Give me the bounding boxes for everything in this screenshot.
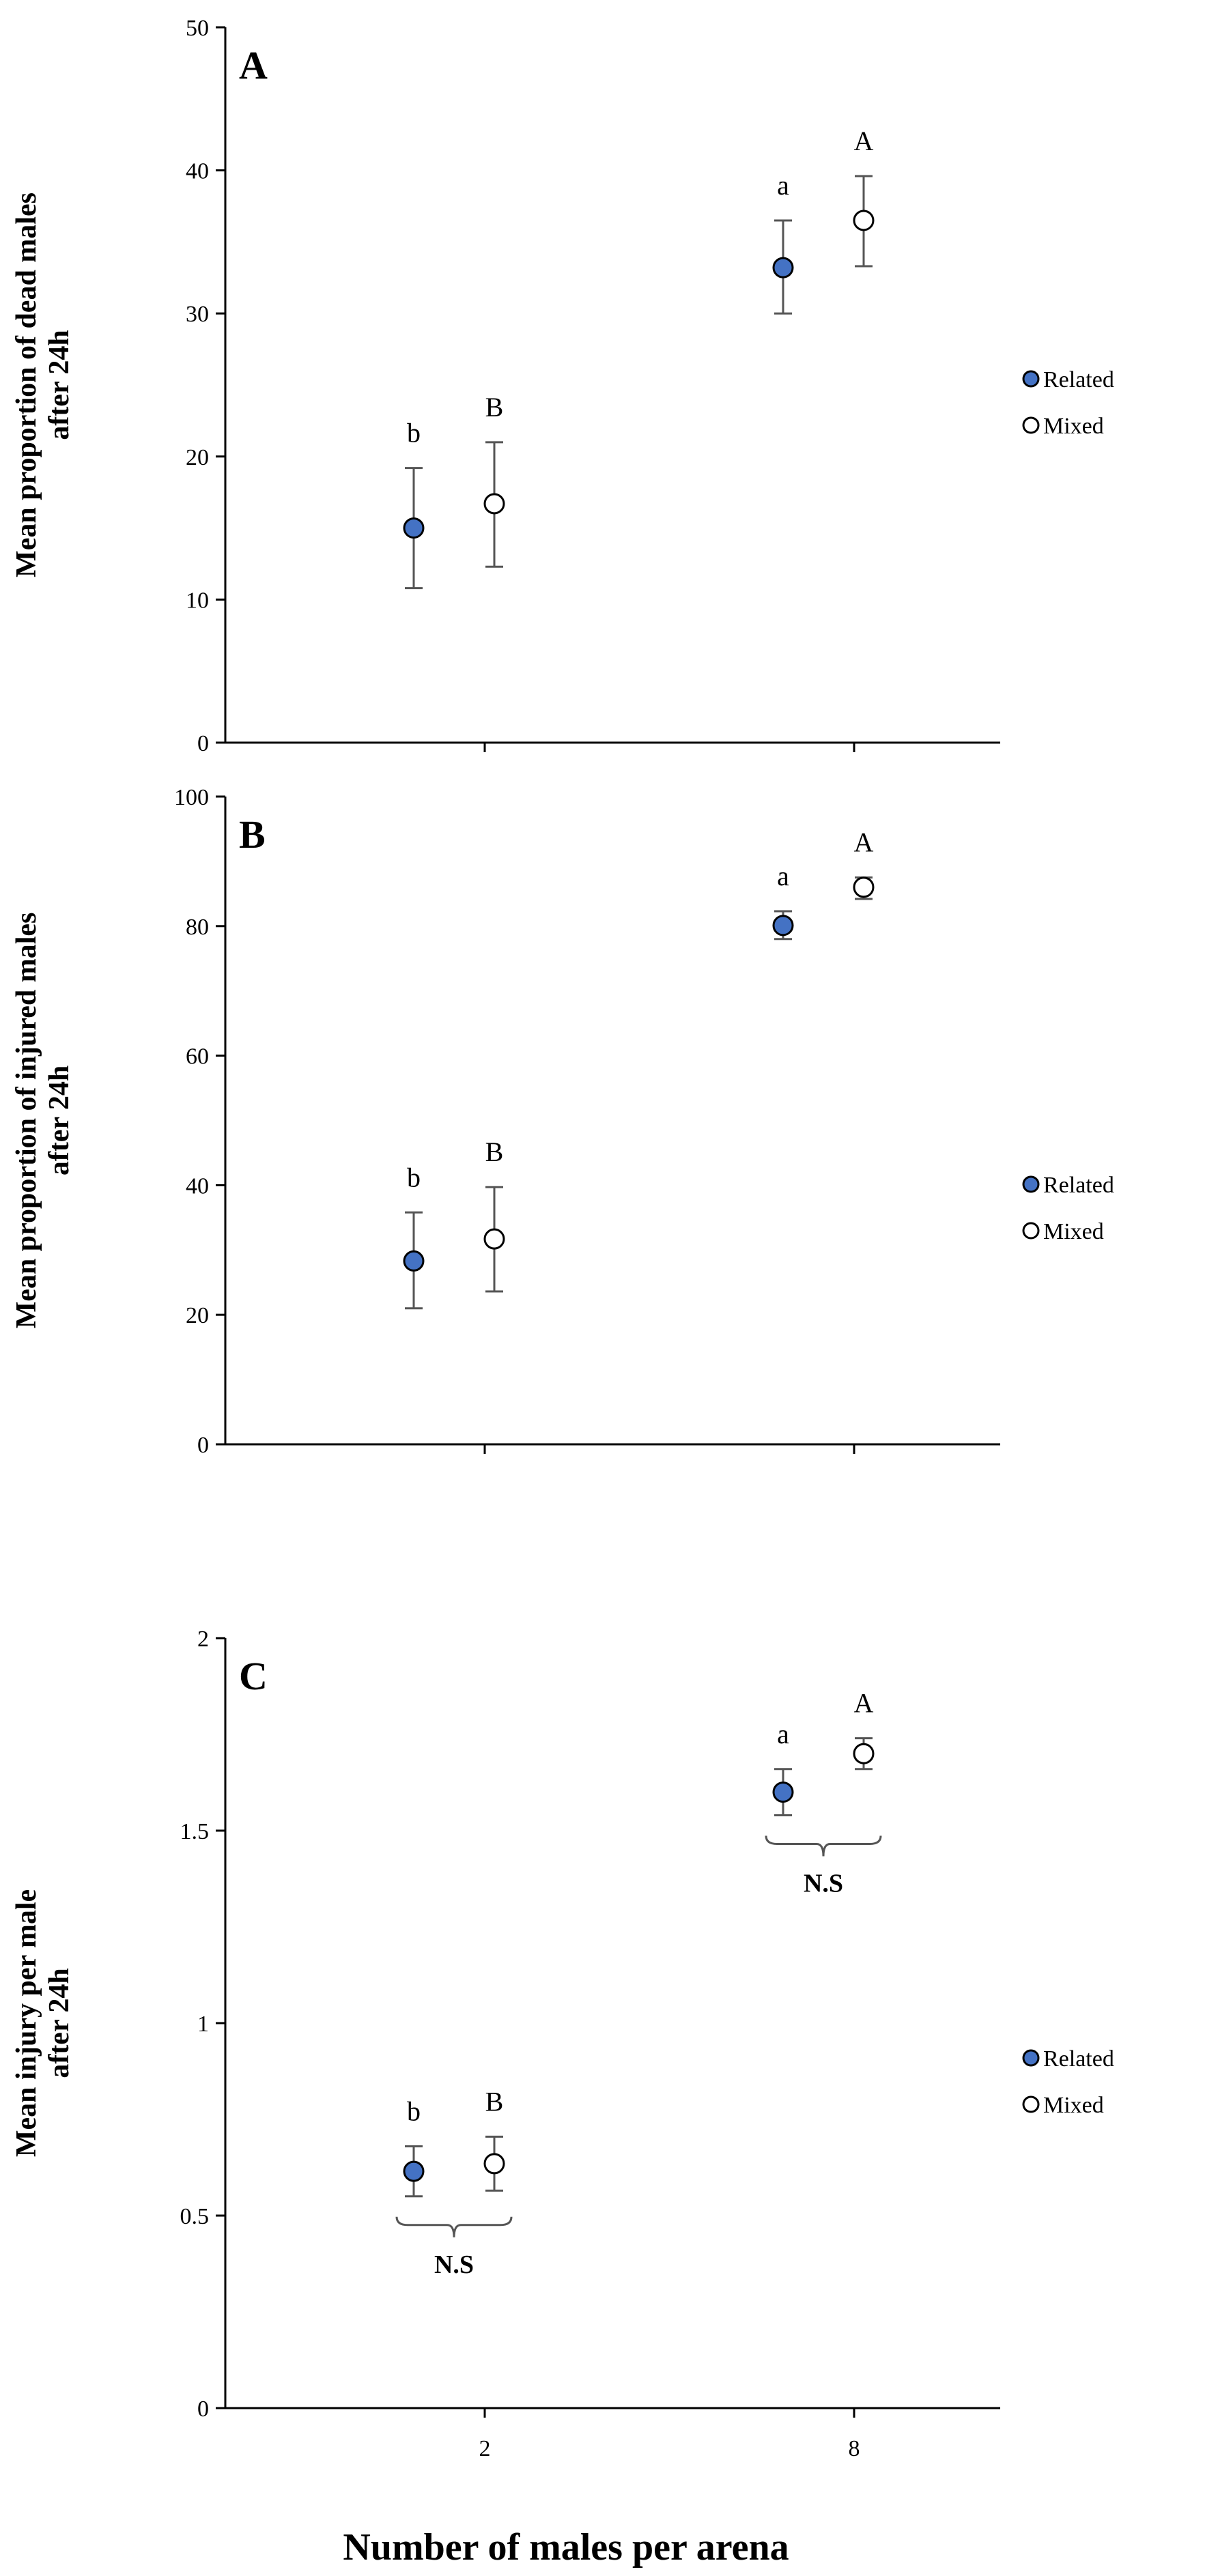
x-tick-label: 8 — [849, 2436, 860, 2461]
significance-letter: b — [407, 418, 421, 448]
x-axis-label: Number of males per arena — [343, 2526, 789, 2568]
significance-letter: B — [485, 1136, 504, 1167]
legend-marker-related — [1022, 2049, 1040, 2067]
significance-letter: a — [777, 170, 789, 201]
ns-label: N.S — [434, 2250, 474, 2279]
y-axis-label: Mean injury per maleafter 24h — [11, 1889, 75, 2157]
significance-letter: b — [407, 2095, 421, 2126]
y-tick-label: 1.5 — [180, 1819, 210, 1844]
significance-letter: A — [854, 1688, 874, 1719]
y-axis-label-line: after 24h — [44, 330, 75, 440]
y-axis-label-line: Mean proportion of injured males — [11, 913, 42, 1329]
significance-letter: a — [777, 1719, 789, 1749]
y-tick-label: 1 — [197, 2012, 209, 2037]
y-axis-label: Mean proportion of injured malesafter 24… — [11, 913, 75, 1329]
significance-letter: B — [485, 392, 504, 423]
significance-letter: B — [485, 2086, 504, 2117]
y-axis-label-line: after 24h — [44, 1065, 75, 1175]
significance-letter: A — [854, 827, 874, 858]
legend-label: Mixed — [1043, 1219, 1104, 1244]
y-tick-label: 60 — [186, 1044, 209, 1070]
y-axis-label: Mean proportion of dead malesafter 24h — [11, 192, 75, 577]
y-tick-label: 80 — [186, 915, 209, 940]
ns-bracket — [765, 1835, 882, 1857]
y-axis-label-line: Mean injury per male — [11, 1889, 42, 2157]
legend-label: Related — [1043, 367, 1114, 392]
y-axis-label-line: Mean proportion of dead males — [11, 192, 42, 577]
legend-marker-related — [1022, 1175, 1040, 1193]
data-point-related — [772, 257, 794, 278]
y-tick-label: 0 — [197, 1433, 209, 1458]
data-point-mixed — [853, 1743, 875, 1764]
y-tick-label: 100 — [174, 785, 209, 810]
y-tick-label: 10 — [186, 588, 209, 613]
legend-marker-mixed — [1022, 416, 1040, 434]
chart-panel-b: 0 20 40 60 80 100 Mean proportion of injured m… — [11, 785, 1114, 1458]
legend-marker-mixed — [1022, 1222, 1040, 1240]
y-tick-label: 50 — [186, 16, 209, 41]
data-point-mixed — [853, 876, 875, 898]
x-tick-label: 2 — [479, 2436, 491, 2461]
data-point-related — [403, 1250, 425, 1272]
significance-letter: b — [407, 1162, 421, 1192]
data-point-mixed — [853, 210, 875, 231]
y-tick-label: 40 — [186, 159, 209, 184]
y-tick-label: 30 — [186, 302, 209, 327]
significance-letter: a — [777, 861, 789, 891]
y-tick-label: 2 — [197, 1627, 209, 1652]
legend-label: Related — [1043, 1173, 1114, 1198]
legend-marker-mixed — [1022, 2095, 1040, 2113]
y-axis-label-line: after 24h — [44, 1968, 75, 2078]
legend-label: Mixed — [1043, 2093, 1104, 2118]
legend-label: Mixed — [1043, 414, 1104, 439]
data-point-related — [772, 1781, 794, 1803]
panel-letter: B — [239, 812, 266, 857]
y-tick-label: 40 — [186, 1173, 209, 1199]
data-point-related — [772, 915, 794, 936]
panel-letter: A — [239, 43, 268, 87]
y-tick-label: 20 — [186, 1303, 209, 1328]
data-point-related — [403, 2160, 425, 2182]
data-point-mixed — [483, 2153, 505, 2175]
ns-bracket — [395, 2216, 513, 2237]
chart-panel-c: 0 0.5 1 1.5 2 2 8 Mean injury per maleafter 24h… — [11, 1627, 1114, 2461]
legend-marker-related — [1022, 370, 1040, 388]
y-tick-label: 0 — [197, 2396, 209, 2422]
chart-panel-a: 0 10 20 30 40 50 Mean proportion of dead males… — [11, 16, 1114, 756]
y-tick-label: 0.5 — [180, 2204, 210, 2229]
panel-letter: C — [239, 1654, 268, 1698]
legend-label: Related — [1043, 2046, 1114, 2072]
ns-label: N.S — [804, 1869, 843, 1898]
y-tick-label: 0 — [197, 731, 209, 756]
significance-letter: A — [854, 126, 874, 156]
data-point-mixed — [483, 493, 505, 515]
data-point-mixed — [483, 1228, 505, 1250]
data-point-related — [403, 517, 425, 539]
y-tick-label: 20 — [186, 445, 209, 470]
